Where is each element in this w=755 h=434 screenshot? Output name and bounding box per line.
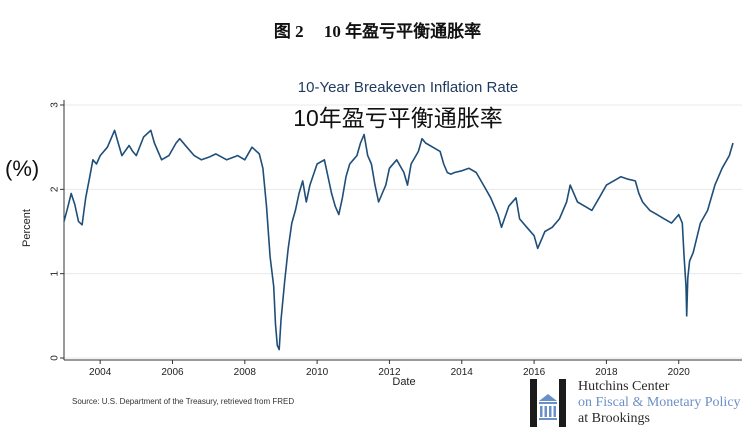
series-group: [63, 129, 734, 351]
chart-title: 10-Year Breakeven Inflation Rate: [298, 79, 518, 96]
logo-line-1: Hutchins Center: [578, 379, 670, 394]
x-tick-label: 2014: [451, 367, 474, 378]
x-tick-label: 2020: [668, 367, 691, 378]
chart-panel: [0, 62, 755, 434]
logo-line-2: on Fiscal & Monetary Policy: [578, 395, 741, 410]
x-tick-label: 2016: [523, 367, 546, 378]
series-line: [63, 129, 734, 351]
y-axis-label: Percent: [21, 209, 33, 247]
logo-line-3: at Brookings: [578, 411, 650, 426]
grid-lines: [64, 104, 742, 359]
x-tick-label: 2012: [378, 367, 401, 378]
x-tick-label: 2004: [89, 367, 112, 378]
y-tick-label: 2: [50, 186, 61, 192]
source-note: Source: U.S. Department of the Treasury,…: [72, 397, 295, 406]
x-axis-label: Date: [392, 376, 415, 388]
logo-text: Hutchins Center on Fiscal & Monetary Pol…: [578, 379, 741, 427]
x-tick-label: 2008: [234, 367, 257, 378]
ticks: 0 1 2 3 2004 2006 2008 2010 2012 2014 2016 2018 2020: [50, 102, 691, 378]
x-tick-label: 2006: [161, 367, 184, 378]
axes: [63, 100, 742, 361]
figure-title: 10 年盈亏平衡通胀率: [323, 22, 482, 41]
x-tick-label: 2010: [306, 367, 329, 378]
hutchins-logo-icon: [530, 379, 566, 427]
y-tick-label: 0: [50, 355, 61, 361]
x-tick-label: 2018: [595, 367, 618, 378]
y-tick-label: 1: [50, 270, 61, 276]
chart-overlay-title: 10年盈亏平衡通胀率: [293, 105, 503, 131]
figure-caption: 图 2 10 年盈亏平衡通胀率: [0, 17, 755, 42]
y-axis-unit-overlay: (%): [5, 156, 40, 181]
hutchins-center-logo: Hutchins Center on Fiscal & Monetary Pol…: [528, 377, 753, 429]
figure-number: 图 2: [273, 22, 304, 41]
y-tick-label: 3: [50, 102, 61, 108]
